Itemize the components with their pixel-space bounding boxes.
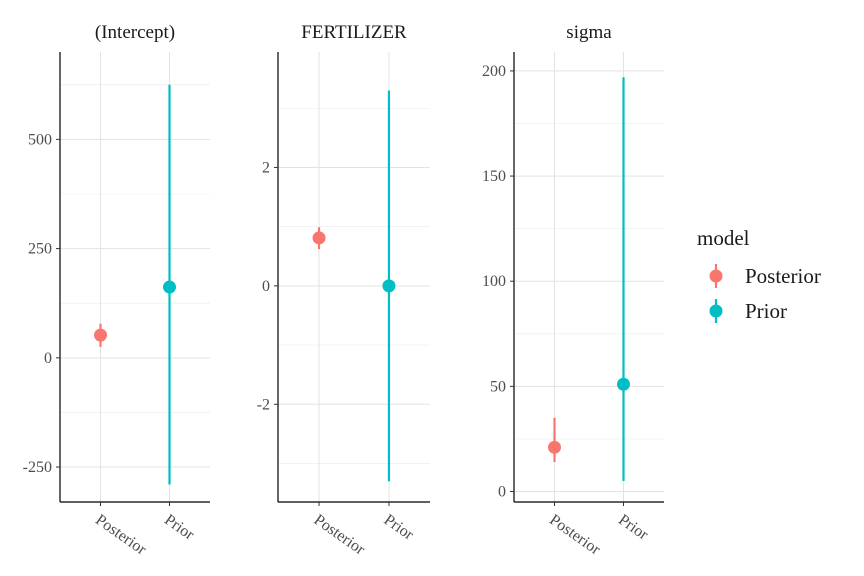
legend-items: Posterior Prior (709, 264, 821, 323)
x-tick-label: Posterior (92, 511, 150, 558)
panel-title: FERTILIZER (301, 22, 407, 43)
x-tick-label: Posterior (311, 511, 369, 558)
y-tick-label: 500 (28, 131, 52, 148)
point-prior (163, 280, 176, 294)
point-posterior (548, 440, 561, 454)
x-tick-label: Prior (381, 511, 418, 544)
panel-2: sigma 0 50 100 150 200 Posterior Prior (482, 22, 664, 559)
point-posterior (312, 231, 326, 245)
legend-key-point (709, 269, 723, 283)
legend-key-point (709, 304, 723, 318)
y-tick-label: 0 (44, 350, 52, 367)
panel-1: FERTILIZER -2 0 2 Posterior Prior (257, 22, 430, 559)
y-tick-label: -2 (257, 396, 270, 413)
y-tick-label: 0 (262, 278, 270, 295)
point-prior (617, 377, 630, 391)
x-tick-label: Prior (615, 511, 652, 544)
panel-0: (Intercept) -250 0 250 500 Posterior Prior (23, 22, 210, 559)
y-tick-label: 150 (482, 168, 506, 185)
point-prior (382, 279, 396, 293)
y-tick-label: -250 (23, 459, 52, 476)
y-tick-label: 250 (28, 241, 52, 258)
panel-title: (Intercept) (95, 22, 175, 43)
panel-title: sigma (566, 22, 612, 43)
point-posterior (94, 328, 107, 342)
y-tick-label: 2 (262, 159, 270, 176)
legend-title: model (697, 226, 750, 250)
x-tick-label: Prior (161, 511, 198, 544)
y-tick-label: 0 (498, 483, 506, 500)
x-tick-label: Posterior (546, 511, 604, 558)
legend-label-prior: Prior (745, 299, 787, 323)
y-tick-label: 200 (482, 63, 506, 80)
y-tick-label: 50 (490, 378, 506, 395)
y-tick-label: 100 (482, 273, 506, 290)
legend-label-posterior: Posterior (745, 264, 821, 288)
legend: model Posterior Prior (697, 226, 821, 323)
